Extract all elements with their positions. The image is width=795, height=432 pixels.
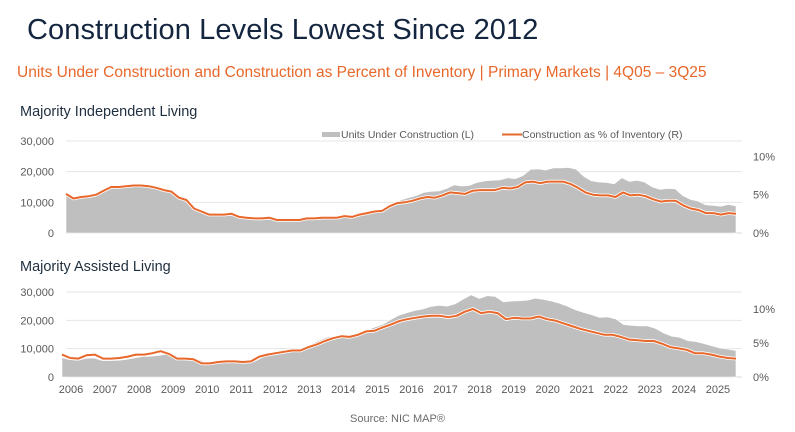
legend-swatch-units	[322, 132, 340, 137]
y-left-tick-label: 0	[48, 372, 54, 384]
x-tick-label: 2007	[93, 384, 117, 396]
y-left-tick-label: 0	[48, 228, 54, 240]
x-tick-label: 2019	[501, 384, 525, 396]
x-tick-label: 2018	[467, 384, 491, 396]
y-right-tick-label: 10%	[753, 151, 775, 163]
x-tick-label: 2012	[263, 384, 287, 396]
y-right-tick-label: 0%	[753, 372, 769, 384]
x-tick-label: 2010	[195, 384, 219, 396]
x-tick-label: 2025	[706, 384, 730, 396]
chart-title-independent-living: Majority Independent Living	[20, 104, 198, 120]
y-left-tick-label: 10,000	[20, 197, 54, 209]
x-tick-label: 2015	[365, 384, 389, 396]
y-left-tick-label: 30,000	[20, 136, 54, 148]
x-tick-label: 2014	[331, 384, 355, 396]
y-right-tick-label: 5%	[753, 338, 769, 350]
page-subtitle: Units Under Construction and Constructio…	[17, 64, 707, 81]
x-tick-label: 2024	[672, 384, 696, 396]
page-title: Construction Levels Lowest Since 2012	[27, 14, 539, 46]
y-left-tick-label: 20,000	[20, 315, 54, 327]
x-tick-label: 2022	[604, 384, 628, 396]
legend-label-units: Units Under Construction (L)	[341, 129, 474, 141]
series-line-construction-percent	[61, 308, 737, 365]
x-tick-label: 2008	[127, 384, 151, 396]
chart-title-assisted-living: Majority Assisted Living	[20, 259, 171, 275]
x-tick-label: 2016	[399, 384, 423, 396]
y-right-tick-label: 0%	[753, 228, 769, 240]
x-tick-label: 2017	[433, 384, 457, 396]
series-area-units-under-construction	[61, 294, 737, 378]
x-tick-label: 2013	[297, 384, 321, 396]
y-left-tick-label: 30,000	[20, 287, 54, 299]
y-left-tick-label: 20,000	[20, 167, 54, 179]
x-tick-label: 2011	[229, 384, 253, 396]
series-area-units-under-construction	[65, 167, 737, 234]
chart-independent-living: 0 10,000 20,000 30,000 0% 5% 10%	[20, 136, 775, 240]
legend-label-percent: Construction as % of Inventory (R)	[522, 129, 682, 141]
y-right-tick-label: 10%	[753, 304, 775, 316]
chart-legend: Units Under Construction (L) Constructio…	[322, 129, 682, 141]
source-note: Source: NIC MAP®	[350, 413, 445, 425]
x-tick-label: 2009	[161, 384, 185, 396]
x-tick-label: 2006	[59, 384, 83, 396]
x-tick-label: 2023	[638, 384, 662, 396]
y-right-tick-label: 5%	[753, 190, 769, 202]
chart-assisted-living: 0 10,000 20,000 30,000 0% 5% 10% 2006 2007 2008 20…	[20, 287, 775, 396]
y-left-tick-label: 10,000	[20, 344, 54, 356]
x-tick-label: 2021	[570, 384, 594, 396]
series-line-construction-percent	[65, 180, 737, 221]
x-tick-label: 2020	[535, 384, 559, 396]
